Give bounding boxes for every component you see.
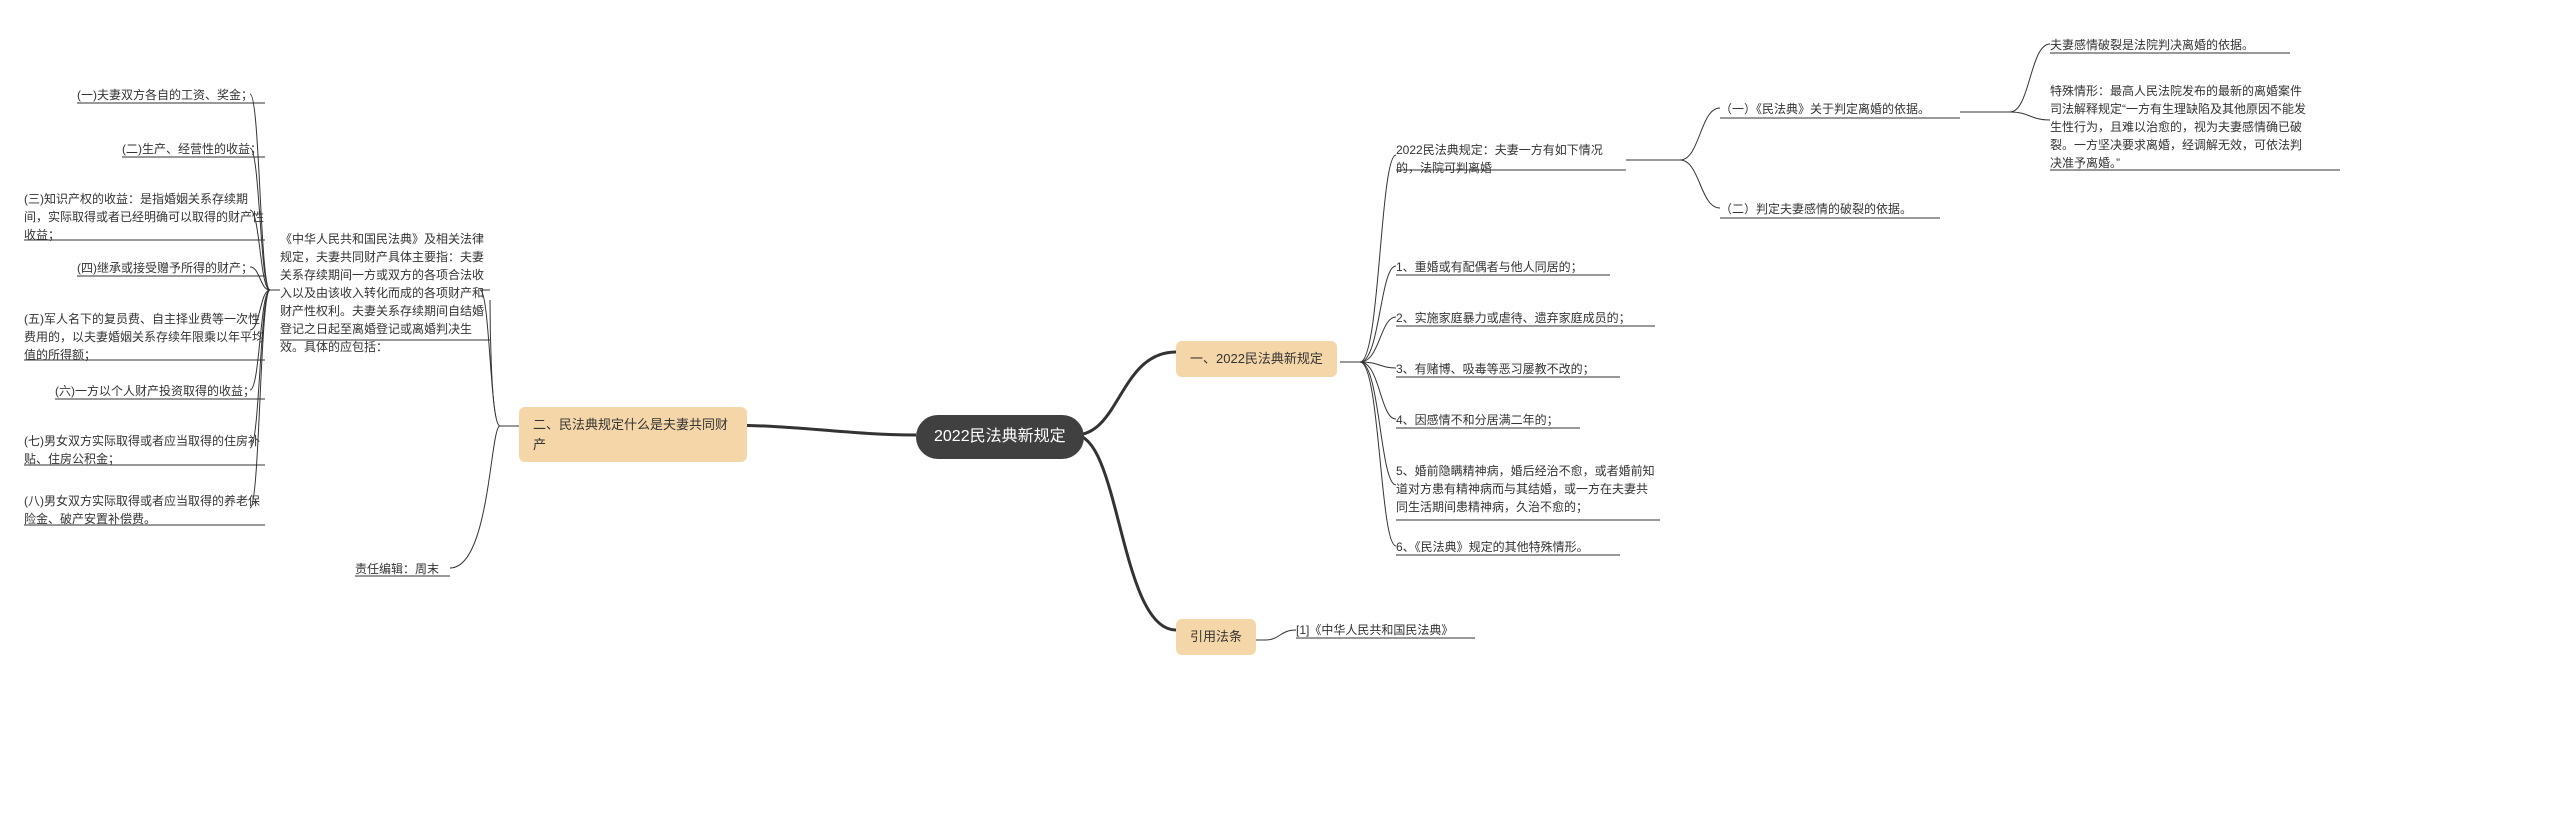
group1-child-1-leaf-2: 特殊情形：最高人民法院发布的最新的离婚案件司法解释规定“一方有生理缺陷及其他原因… <box>2050 82 2310 172</box>
branch-section-2[interactable]: 二、民法典规定什么是夫妻共同财产 <box>519 407 747 462</box>
reference-item-1: [1]《中华人民共和国民法典》 <box>1296 621 1453 639</box>
root-node[interactable]: 2022民法典新规定 <box>916 415 1084 459</box>
group1-child-1: （一）《民法典》关于判定离婚的依据。 <box>1720 100 1960 118</box>
left-item-1: (一)夫妻双方各自的工资、奖金； <box>77 86 253 104</box>
left-item-4: (四)继承或接受赠予所得的财产； <box>77 259 253 277</box>
group1-child-1-leaf-1: 夫妻感情破裂是法院判决离婚的依据。 <box>2050 36 2290 54</box>
branch-left-label: 二、民法典规定什么是夫妻共同财产 <box>533 417 728 452</box>
branch1-item-3: 3、有赌博、吸毒等恶习屡教不改的； <box>1396 360 1595 378</box>
left-item-6: (六)一方以个人财产投资取得的收益； <box>55 382 255 400</box>
left-item-3: (三)知识产权的收益：是指婚姻关系存续期间，实际取得或者已经明确可以取得的财产性… <box>24 190 264 244</box>
branch1-item-5: 5、婚前隐瞒精神病，婚后经治不愈，或者婚前知道对方患有精神病而与其结婚，或一方在… <box>1396 462 1656 516</box>
left-item-8: (八)男女双方实际取得或者应当取得的养老保险金、破产安置补偿费。 <box>24 492 264 528</box>
left-item-7: (七)男女双方实际取得或者应当取得的住房补贴、住房公积金； <box>24 432 264 468</box>
branch-2-label: 引用法条 <box>1190 629 1242 644</box>
editor-credit: 责任编辑：周末 <box>355 560 439 578</box>
branch1-item-2: 2、实施家庭暴力或虐待、遗弃家庭成员的； <box>1396 309 1631 327</box>
left-desc: 《中华人民共和国民法典》及相关法律规定，夫妻共同财产具体主要指：夫妻关系存续期间… <box>280 230 490 356</box>
branch1-item-1: 1、重婚或有配偶者与他人同居的； <box>1396 258 1583 276</box>
group1-child-2: （二）判定夫妻感情的破裂的依据。 <box>1720 200 1940 218</box>
branch-references[interactable]: 引用法条 <box>1176 619 1256 655</box>
branch-1-label: 一、2022民法典新规定 <box>1190 351 1323 366</box>
root-text: 2022民法典新规定 <box>934 428 1066 445</box>
left-item-5: (五)军人名下的复员费、自主择业费等一次性费用的，以夫妻婚姻关系存续年限乘以年平… <box>24 310 264 364</box>
branch1-group-label: 2022民法典规定：夫妻一方有如下情况的，法院可判离婚 <box>1396 141 1626 177</box>
branch1-item-6: 6、《民法典》规定的其他特殊情形。 <box>1396 538 1589 556</box>
left-item-2: (二)生产、经营性的收益； <box>122 140 262 158</box>
branch1-item-4: 4、因感情不和分居满二年的； <box>1396 411 1559 429</box>
branch-section-1[interactable]: 一、2022民法典新规定 <box>1176 341 1337 377</box>
